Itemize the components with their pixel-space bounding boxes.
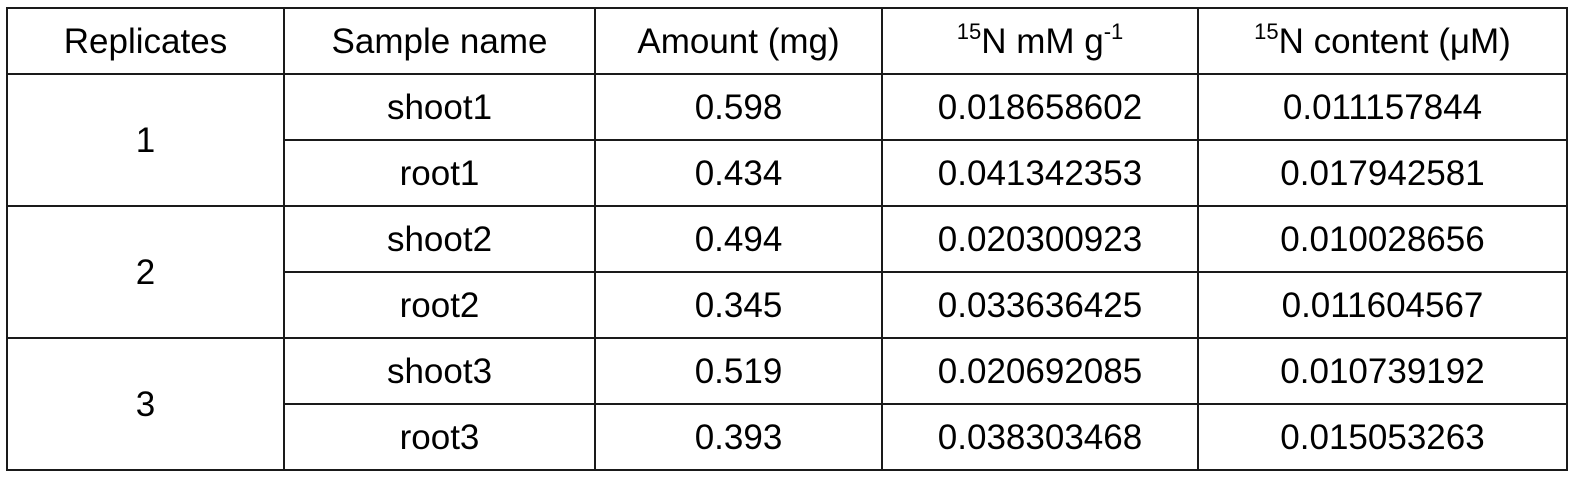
amount-cell: 0.345: [594, 271, 883, 339]
table-row: 1 shoot1 0.598 0.018658602 0.011157844: [6, 73, 1568, 207]
header-row: Replicates Sample name Amount (mg) 15N m…: [6, 7, 1568, 75]
sample-cell: root1: [283, 139, 596, 207]
n15-content-cell: 0.010739192: [1197, 337, 1568, 405]
data-table: Replicates Sample name Amount (mg) 15N m…: [6, 7, 1568, 471]
amount-cell: 0.434: [594, 139, 883, 207]
sample-cell: shoot2: [283, 205, 596, 273]
n15-mm-cell: 0.020300923: [881, 205, 1199, 273]
header-n15-mm-label: N mM g: [981, 21, 1104, 61]
sample-cell: shoot1: [283, 73, 596, 141]
n15-mm-cell: 0.018658602: [881, 73, 1199, 141]
header-sample-name: Sample name: [283, 7, 596, 75]
n15-mm-cell: 0.038303468: [881, 403, 1199, 471]
sample-cell: root3: [283, 403, 596, 471]
replicate-cell: 3: [6, 337, 285, 471]
n15-content-cell: 0.017942581: [1197, 139, 1568, 207]
n15-content-cell: 0.011157844: [1197, 73, 1568, 141]
replicate-cell: 2: [6, 205, 285, 339]
header-n15-content-isotope: 15: [1254, 18, 1279, 44]
amount-cell: 0.393: [594, 403, 883, 471]
amount-cell: 0.519: [594, 337, 883, 405]
header-n15-content-label: N content (μM): [1278, 21, 1511, 61]
table-row: 3 shoot3 0.519 0.020692085 0.010739192: [6, 337, 1568, 471]
n15-mm-cell: 0.041342353: [881, 139, 1199, 207]
table-row: 2 shoot2 0.494 0.020300923 0.010028656: [6, 205, 1568, 339]
n15-mm-cell: 0.033636425: [881, 271, 1199, 339]
header-n15-mm-exponent: -1: [1103, 18, 1124, 44]
table-row: root1 0.434 0.041342353 0.017942581: [7, 139, 1568, 207]
amount-cell: 0.494: [594, 205, 883, 273]
sample-cell: shoot3: [283, 337, 596, 405]
header-n15-mm-isotope: 15: [956, 18, 982, 44]
header-n15-content: 15N content (μM): [1197, 7, 1568, 75]
table-row: root3 0.393 0.038303468 0.015053263: [7, 403, 1568, 471]
header-replicates: Replicates: [6, 7, 285, 75]
n15-content-cell: 0.011604567: [1197, 271, 1568, 339]
n15-content-cell: 0.015053263: [1197, 403, 1568, 471]
header-n15-mm: 15N mM g-1: [881, 7, 1199, 75]
amount-cell: 0.598: [594, 73, 883, 141]
sample-cell: root2: [283, 271, 596, 339]
header-amount: Amount (mg): [594, 7, 883, 75]
table-row: root2 0.345 0.033636425 0.011604567: [7, 271, 1568, 339]
replicate-cell: 1: [6, 73, 285, 207]
n15-content-cell: 0.010028656: [1197, 205, 1568, 273]
n15-mm-cell: 0.020692085: [881, 337, 1199, 405]
